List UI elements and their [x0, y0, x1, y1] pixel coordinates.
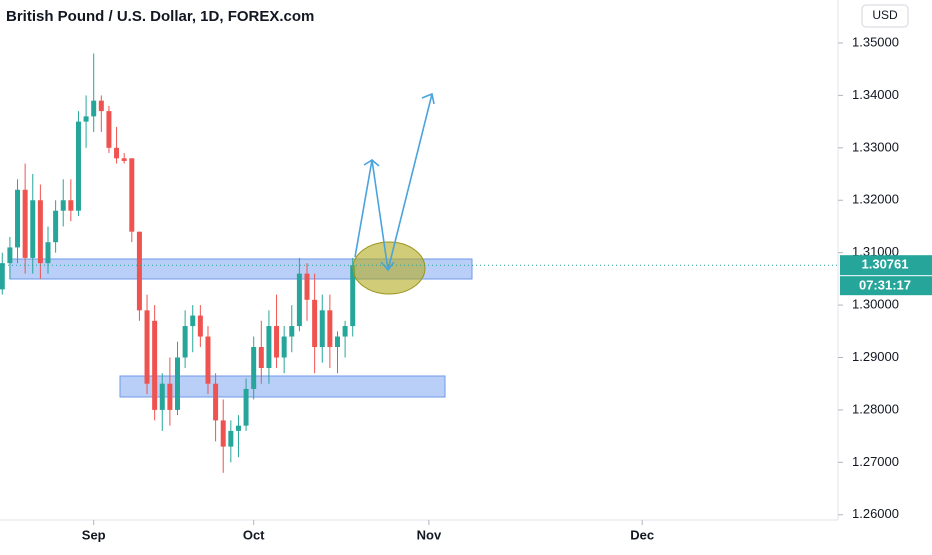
x-tick-label: Oct [243, 527, 265, 542]
currency-label[interactable]: USD [872, 8, 898, 22]
candle-body [327, 310, 333, 348]
countdown-box [840, 276, 932, 296]
candle-body [266, 326, 272, 368]
candle-body [53, 210, 59, 243]
candle-body [190, 315, 196, 327]
candle-body [175, 357, 181, 410]
candle-body [251, 347, 257, 389]
candle-body [121, 158, 127, 161]
candle-body [75, 121, 81, 211]
candle-body [350, 265, 356, 327]
candle-body [182, 326, 188, 358]
candle-body [144, 310, 150, 384]
candle-body [22, 189, 28, 258]
candle-body [167, 383, 173, 410]
candle-body [106, 111, 112, 148]
candle-body [60, 200, 66, 211]
candle-body [334, 336, 340, 348]
projection-arrow [354, 93, 433, 271]
y-tick-label: 1.28000 [852, 401, 899, 416]
candle-body [213, 383, 219, 421]
candle-body [289, 326, 295, 337]
y-tick-label: 1.27000 [852, 454, 899, 469]
candle-body [91, 100, 97, 117]
candle-body [83, 116, 89, 122]
x-tick-label: Sep [82, 527, 106, 542]
x-tick-label: Dec [630, 527, 654, 542]
y-tick-label: 1.30000 [852, 297, 899, 312]
annotations [352, 92, 435, 295]
candle-body [228, 430, 234, 447]
last-price-label: 1.30761 [862, 257, 909, 272]
arrow-head [421, 92, 435, 105]
arrow-head [363, 159, 380, 167]
y-tick-label: 1.26000 [852, 506, 899, 521]
candle-body [220, 420, 226, 447]
candle-body [281, 336, 287, 358]
candle-body [319, 310, 325, 348]
candle-body [159, 383, 165, 410]
last-price-box [840, 255, 932, 276]
candle-body [136, 231, 142, 311]
candle-body [98, 100, 104, 112]
y-tick-label: 1.29000 [852, 349, 899, 364]
candle-body [68, 200, 74, 211]
y-tick-label: 1.35000 [852, 34, 899, 49]
candle-body [296, 273, 302, 327]
y-tick-label: 1.32000 [852, 192, 899, 207]
candle-body [129, 158, 135, 232]
candle-body [30, 200, 36, 258]
candle-body [258, 347, 264, 368]
candle-body [342, 326, 348, 337]
candle-body [45, 242, 51, 264]
candle-body [304, 273, 310, 300]
y-tick-label: 1.34000 [852, 87, 899, 102]
candle-body [15, 189, 21, 248]
candle-body [205, 336, 211, 384]
chart-title: British Pound / U.S. Dollar, 1D, FOREX.c… [6, 8, 314, 25]
candle-body [37, 200, 43, 264]
arrow-head [380, 261, 395, 272]
countdown-label: 07:31:17 [859, 278, 911, 293]
candle-body [152, 320, 158, 410]
x-tick-label: Nov [417, 527, 442, 542]
currency-button[interactable] [861, 4, 909, 28]
candle-body [197, 315, 203, 337]
candle-body [243, 388, 249, 426]
candle-body [114, 147, 120, 159]
candle-body [312, 299, 318, 348]
candle-body [235, 425, 241, 431]
candle-body [7, 247, 13, 264]
y-tick-label: 1.33000 [852, 139, 899, 154]
candle-body [274, 326, 280, 358]
candle-body [0, 263, 5, 290]
candles [0, 53, 356, 473]
support-zone [119, 375, 446, 398]
